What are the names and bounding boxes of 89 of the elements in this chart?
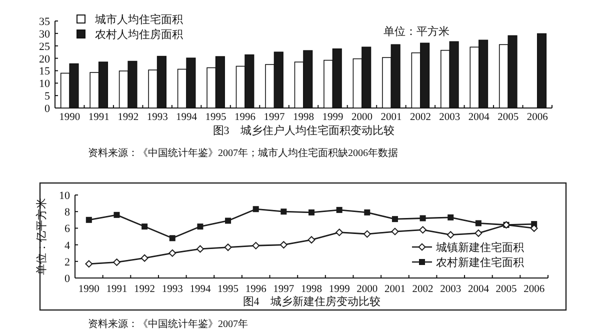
point: [114, 212, 120, 218]
y-tick-label: 6: [64, 223, 70, 236]
x-tick-label: 1994: [190, 284, 212, 295]
x-tick-label: 2001: [380, 112, 402, 123]
point: [169, 235, 176, 242]
point: [446, 231, 454, 239]
point: [197, 224, 204, 230]
point: [142, 224, 148, 230]
y-axis-title: 单位：亿平方米: [35, 198, 48, 275]
x-tick-label: 2004: [468, 112, 490, 123]
x-tick-label: 1997: [273, 284, 294, 295]
point: [113, 258, 120, 266]
point: [86, 216, 92, 223]
point: [475, 220, 482, 226]
x-tick-label: 1992: [118, 112, 139, 123]
x-tick-label: 1996: [245, 284, 266, 295]
x-tick-label: 2006: [524, 284, 545, 295]
point: [448, 214, 454, 220]
x-tick-label: 1990: [59, 112, 80, 123]
x-tick-label: 1999: [322, 112, 344, 123]
point: [474, 229, 482, 237]
x-tick-label: 2006: [526, 112, 548, 123]
legend-label: 城镇新建住宅面积: [435, 241, 524, 254]
point: [225, 218, 232, 224]
y-tick-label: 20: [39, 53, 50, 66]
point: [336, 228, 344, 236]
point: [530, 224, 538, 232]
x-tick-label: 1997: [264, 112, 285, 123]
x-tick-label: 2003: [439, 112, 460, 123]
text: 图3 城乡住户人均住宅面积变动比较: [212, 124, 394, 137]
y-tick-label: 10: [39, 78, 50, 90]
point: [364, 209, 370, 216]
point: [391, 228, 399, 236]
y-tick-label: 15: [39, 66, 50, 78]
x-tick-label: 1991: [88, 112, 110, 123]
x-tick-label: 1995: [218, 284, 239, 295]
point: [419, 226, 426, 234]
x-tick-label: 1993: [162, 284, 183, 295]
x-tick-label: 1995: [205, 112, 226, 123]
x-tick-label: 1998: [293, 112, 314, 123]
x-tick-label: 2000: [351, 112, 372, 123]
y-tick-label: 35: [39, 16, 50, 28]
point: [168, 249, 176, 257]
point: [336, 206, 342, 213]
x-tick-label: 1996: [234, 112, 256, 123]
point: [252, 206, 259, 212]
point: [140, 254, 148, 262]
point: [280, 208, 287, 215]
point: [85, 260, 93, 268]
point: [363, 230, 371, 238]
x-tick-label: 2005: [496, 284, 517, 295]
text: 图4 城乡新建住房变动比较: [242, 295, 380, 308]
x-tick-label: 2001: [384, 284, 406, 295]
x-tick-label: 1993: [146, 112, 168, 123]
x-tick-label: 2002: [410, 112, 431, 123]
legend-label: 农村人均住房面积: [95, 28, 183, 41]
point: [224, 244, 232, 251]
y-tick-label: 2: [64, 256, 70, 268]
legend-label: 农村新建住宅面积: [436, 256, 524, 269]
y-tick-label: 4: [64, 240, 70, 252]
x-tick-label: 1992: [134, 284, 156, 295]
x-tick-label: 1994: [176, 112, 198, 123]
y-tick-label: 8: [64, 206, 70, 219]
y-tick-label: 5: [44, 90, 50, 103]
point: [196, 245, 204, 253]
annotation: 单位：平方米: [384, 25, 450, 38]
text: 资料来源：《中国统计年鉴》2007年: [88, 318, 248, 330]
y-tick-label: 0: [44, 103, 50, 115]
x-tick-label: 1991: [106, 284, 128, 295]
x-tick-label: 1999: [328, 284, 350, 295]
y-tick-label: 10: [59, 190, 70, 202]
x-tick-label: 1990: [78, 284, 100, 295]
point: [252, 242, 260, 250]
y-tick-label: 0: [64, 273, 70, 285]
x-tick-label: 2002: [412, 284, 434, 295]
point: [420, 215, 426, 222]
point: [392, 216, 398, 222]
legend-label: 城市人均住宅面积: [94, 13, 183, 26]
point: [280, 241, 288, 248]
point: [308, 236, 316, 244]
x-tick-label: 2004: [468, 284, 490, 295]
x-tick-label: 2005: [498, 112, 519, 123]
text: 资料来源：《中国统计年鉴》2007年；城市人均住宅面积缺2006年数据: [88, 147, 398, 159]
y-tick-label: 30: [39, 28, 50, 40]
x-tick-label: 2000: [356, 284, 378, 295]
x-tick-label: 2003: [440, 284, 462, 295]
point: [308, 209, 314, 216]
y-tick-label: 25: [39, 40, 50, 53]
x-tick-label: 1998: [301, 284, 322, 295]
